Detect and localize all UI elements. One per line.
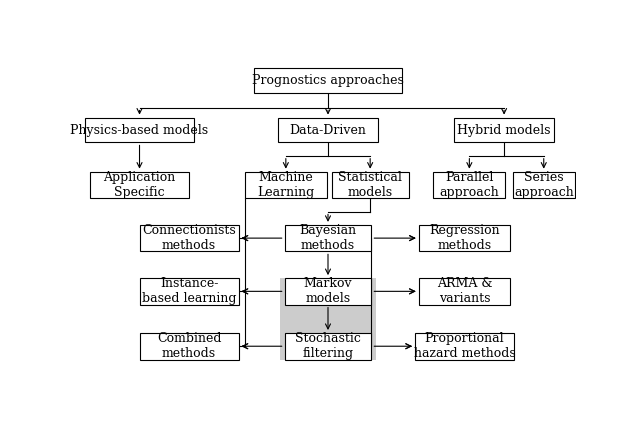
- Text: Series
approach: Series approach: [514, 171, 573, 199]
- Text: Data-Driven: Data-Driven: [289, 124, 367, 137]
- FancyBboxPatch shape: [285, 278, 371, 305]
- Text: Machine
Learning: Machine Learning: [257, 171, 314, 199]
- FancyBboxPatch shape: [85, 118, 194, 143]
- Text: Prognostics approaches: Prognostics approaches: [252, 73, 404, 86]
- Text: Connectionists
methods: Connectionists methods: [142, 224, 236, 252]
- FancyBboxPatch shape: [140, 333, 239, 359]
- Text: Statistical
models: Statistical models: [338, 171, 402, 199]
- Text: Physics-based models: Physics-based models: [70, 124, 209, 137]
- FancyBboxPatch shape: [454, 118, 554, 143]
- Text: Instance-
based learning: Instance- based learning: [142, 277, 236, 305]
- FancyBboxPatch shape: [332, 172, 408, 198]
- FancyBboxPatch shape: [245, 172, 327, 198]
- Text: Application
Specific: Application Specific: [104, 171, 175, 199]
- Text: Combined
methods: Combined methods: [157, 332, 221, 360]
- FancyBboxPatch shape: [140, 225, 239, 251]
- Text: Proportional
hazard methods: Proportional hazard methods: [413, 332, 515, 360]
- Text: Regression
methods: Regression methods: [429, 224, 500, 252]
- FancyBboxPatch shape: [285, 225, 371, 251]
- Text: Bayesian
methods: Bayesian methods: [300, 224, 356, 252]
- FancyBboxPatch shape: [278, 118, 378, 143]
- FancyBboxPatch shape: [253, 68, 403, 92]
- FancyBboxPatch shape: [285, 333, 371, 359]
- FancyBboxPatch shape: [280, 278, 376, 359]
- FancyBboxPatch shape: [419, 278, 510, 305]
- Text: Stochastic
filtering: Stochastic filtering: [295, 332, 361, 360]
- FancyBboxPatch shape: [90, 172, 189, 198]
- FancyBboxPatch shape: [433, 172, 506, 198]
- FancyBboxPatch shape: [419, 225, 510, 251]
- FancyBboxPatch shape: [140, 278, 239, 305]
- Text: Markov
models: Markov models: [304, 277, 352, 305]
- FancyBboxPatch shape: [415, 333, 514, 359]
- Text: ARMA &
variants: ARMA & variants: [436, 277, 492, 305]
- Text: Parallel
approach: Parallel approach: [440, 171, 499, 199]
- Text: Hybrid models: Hybrid models: [458, 124, 551, 137]
- FancyBboxPatch shape: [513, 172, 575, 198]
